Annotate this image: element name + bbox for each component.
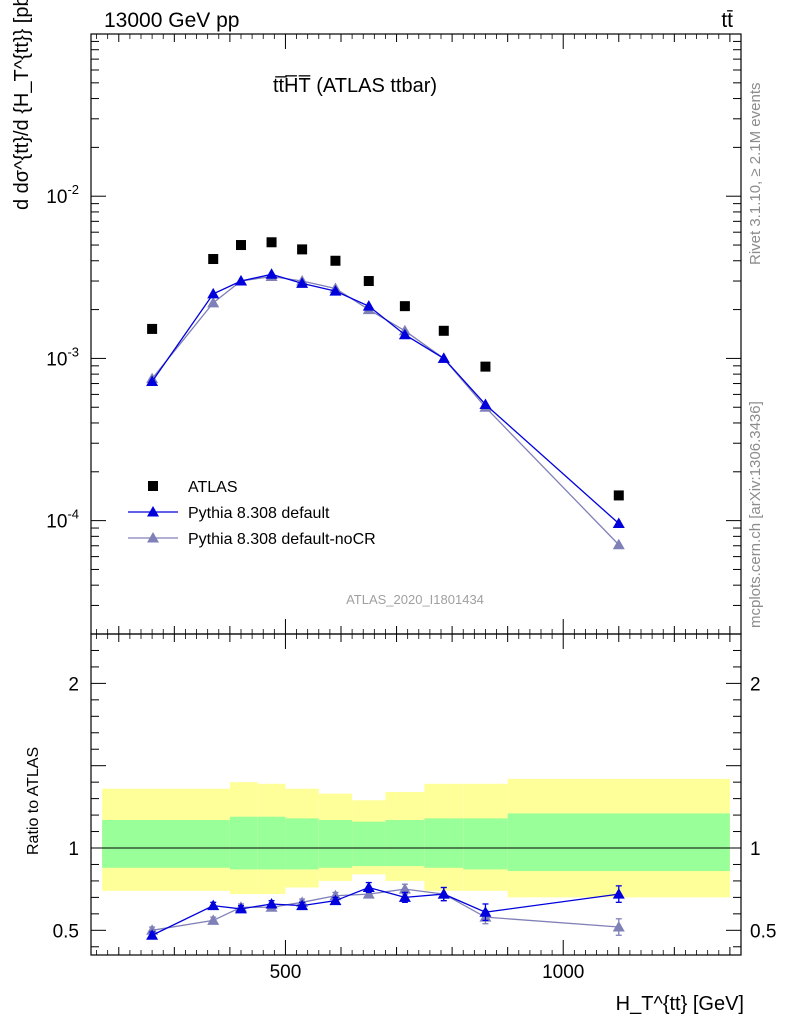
x-tick-label: 1000 (542, 962, 584, 983)
legend-marker (147, 532, 159, 543)
data-point (363, 276, 374, 287)
data-point (236, 240, 246, 251)
legend-marker-atlas (148, 481, 158, 491)
ratio-data-point (207, 914, 220, 925)
inner-band-segment (318, 820, 353, 868)
data-point (296, 277, 309, 288)
ratio-y-axis-title: Ratio to ATLAS (25, 747, 42, 855)
legend-marker (147, 506, 159, 517)
watermark: ATLAS_2020_I1801434 (346, 592, 484, 607)
main-y-axis-title: d dσ^{tt}/d {H_T^{tt}} [pb/GeV] (11, 0, 33, 210)
ratio-data-point (329, 894, 342, 906)
main-panel-frame: 10-4 10-3 10-2 (46, 33, 742, 955)
ratio-y-tick-label-right: 0.5 (750, 921, 776, 942)
y-tick-label: 10-4 (46, 507, 79, 533)
inner-band-segment (196, 820, 230, 868)
data-point (235, 275, 247, 286)
data-point (207, 296, 220, 308)
ratio-data-point (612, 921, 625, 932)
ratio-panel-frame: 500 1000 0.5 0.5 1 1 2 2 (53, 633, 776, 983)
process-label: tt̄ (721, 9, 733, 32)
legend-label: ATLAS (188, 479, 238, 496)
inner-band-segment (352, 821, 386, 867)
inner-band-segment (257, 816, 286, 870)
data-point (330, 255, 341, 266)
legend: ATLAS Pythia 8.308 default Pythia 8.308 de… (128, 479, 376, 548)
ratio-data-point (362, 888, 375, 899)
ratio-data-point (207, 899, 220, 911)
inner-band-segment (229, 816, 258, 870)
data-point (266, 237, 277, 248)
ratio-data-point (612, 888, 625, 899)
rivet-note: Rivet 3.1.10, ≥ 2.1M events (747, 83, 764, 266)
legend-label: Pythia 8.308 default-noCR (188, 531, 376, 548)
ratio-y-tick-label-right: 2 (750, 674, 761, 695)
inner-band-segment (507, 813, 730, 872)
ratio-data-point (362, 881, 375, 893)
ratio-data-point (398, 883, 411, 894)
ratio-panel-marks (146, 881, 625, 940)
data-point (437, 352, 450, 363)
inner-band-segment (385, 820, 425, 867)
data-point (398, 328, 411, 340)
data-point (208, 254, 219, 265)
ratio-data-point (398, 891, 411, 902)
ratio-y-tick-label-right: 1 (750, 839, 761, 860)
legend-label: Pythia 8.308 default (188, 505, 330, 522)
ratio-data-point (265, 897, 278, 909)
chart-title: tt̅H̅T̅ (ATLAS ttbar) (273, 74, 437, 97)
ratio-data-point (146, 929, 159, 940)
y-tick-label: 10-3 (46, 344, 79, 370)
ratio-data-point (235, 902, 247, 914)
data-point (479, 398, 492, 409)
x-axis-title: H_T^{tt} [GeV] (616, 993, 744, 1015)
data-point (613, 490, 624, 501)
ratio-data-point (479, 906, 492, 917)
ratio-y-tick-label: 0.5 (53, 921, 79, 942)
mcplots-note: mcplots.cern.ch [arXiv:1306.3436] (747, 401, 764, 628)
data-point (265, 268, 278, 279)
data-point (362, 300, 375, 311)
ratio-uncertainty-bands (91, 778, 741, 898)
x-tick-label: 500 (270, 962, 302, 983)
data-point (612, 538, 625, 550)
ratio-data-point (437, 888, 450, 899)
data-point (146, 375, 159, 387)
data-point (480, 361, 491, 372)
data-point (438, 325, 449, 336)
y-tick-label: 10-2 (46, 182, 79, 208)
data-point (612, 517, 625, 528)
data-point (297, 244, 308, 255)
energy-label: 13000 GeV pp (104, 9, 239, 32)
data-point (147, 323, 158, 334)
inner-band-segment (424, 818, 464, 868)
ratio-y-tick-label: 2 (68, 674, 79, 695)
data-point (207, 287, 220, 299)
inner-band-segment (285, 818, 319, 870)
ratio-y-tick-label: 1 (68, 839, 79, 860)
data-point (329, 285, 342, 296)
inner-band-segment (102, 820, 197, 868)
ratio-frame-box (90, 633, 742, 956)
inner-band-segment (463, 818, 508, 870)
ratio-data-point (296, 899, 309, 911)
main-panel-marks (146, 237, 625, 550)
data-point (399, 301, 410, 312)
